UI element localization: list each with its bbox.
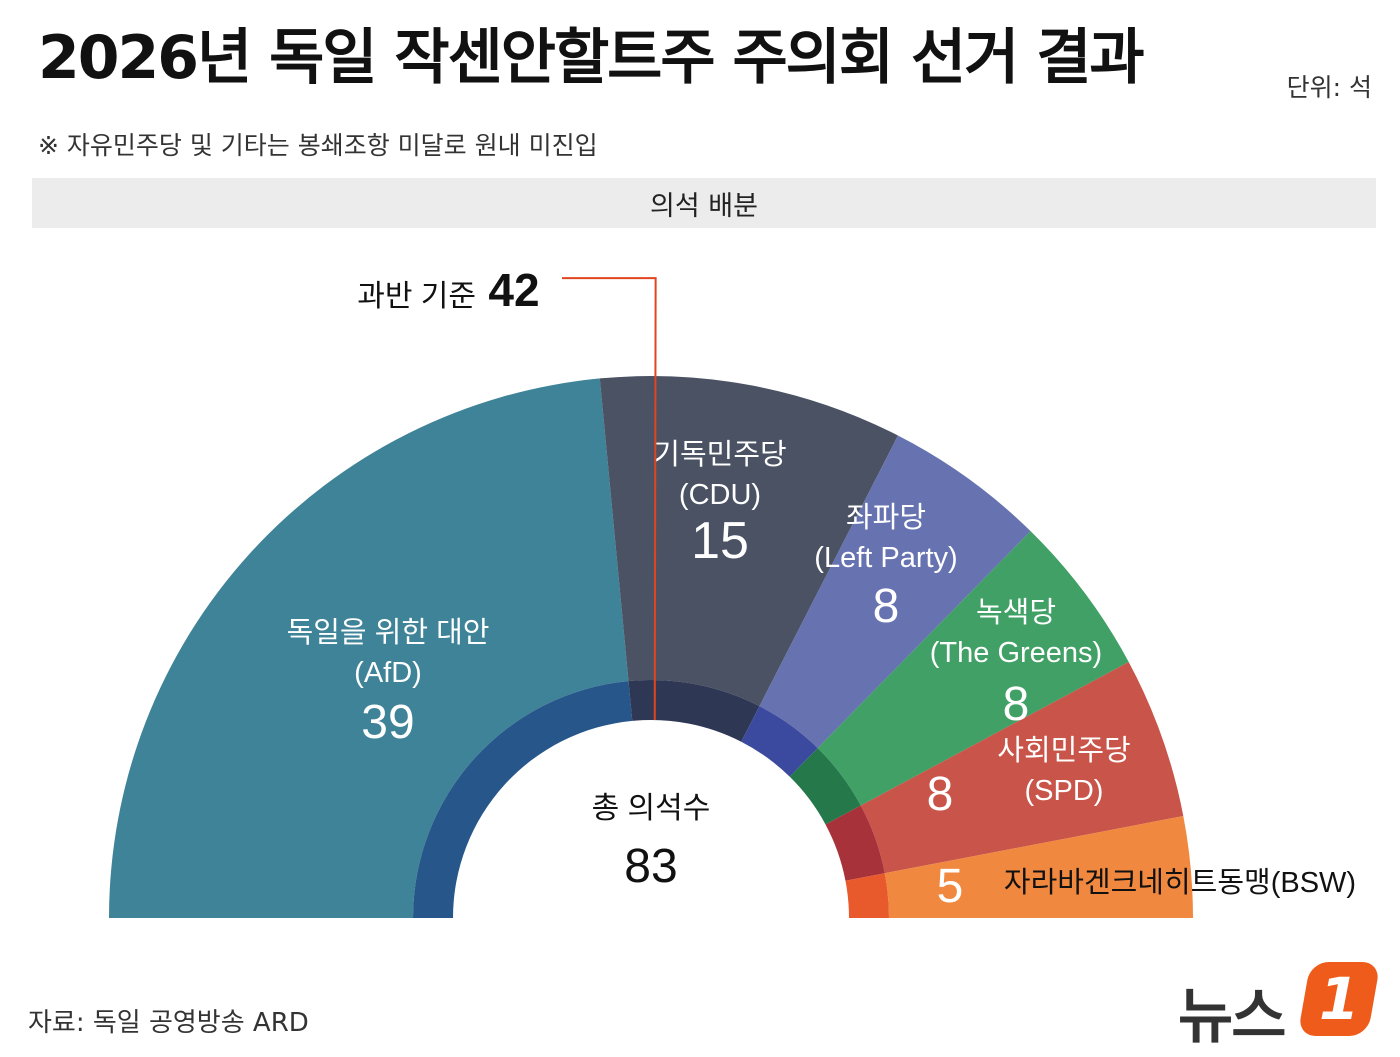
slice-name-sub-label: (Left Party) [814, 542, 957, 574]
majority-marker-line [562, 277, 657, 721]
slice-inner-ring [825, 805, 885, 881]
news1-logo: 뉴스 1 [1178, 958, 1388, 1052]
slice-name-label: 좌파당 [846, 502, 926, 534]
slice-name-label: 사회민주당 [997, 734, 1130, 767]
slice-inner-ring [628, 680, 760, 742]
logo-badge-number: 1 [1318, 965, 1360, 1033]
slice-outer [109, 378, 629, 918]
slice-outer [860, 661, 1184, 874]
chart-section-title: 의석 배분 [650, 190, 758, 222]
slice-outer [817, 531, 1129, 806]
slice-inner-ring [845, 873, 889, 918]
chart-section-header: 의석 배분 [32, 178, 1376, 228]
logo-badge: 1 [1297, 962, 1381, 1036]
slice-outer [759, 435, 1031, 749]
slice-outer [599, 376, 898, 707]
slice-outer [884, 816, 1193, 918]
slice-value-label: 8 [1003, 678, 1030, 731]
slice-inner-ring [741, 706, 818, 777]
slice-value-label: 5 [937, 860, 964, 913]
slice-name-label: 녹색당 [976, 597, 1056, 629]
slice-value-label: 8 [873, 580, 900, 633]
unit-label: 단위: 석 [1286, 73, 1372, 102]
slice-inner-ring [413, 681, 633, 918]
logo-text: 뉴스 [1178, 982, 1286, 1052]
total-seats-value: 83 [624, 840, 677, 893]
slice-name-label: 기독민주당 [653, 438, 786, 471]
slice-value-label: 39 [361, 696, 414, 749]
slice-name-sub-label: (The Greens) [930, 637, 1102, 669]
footnote: ※ 자유민주당 및 기타는 봉쇄조항 미달로 원내 미진입 [38, 131, 598, 160]
slice-name-sub-label: (AfD) [354, 657, 422, 689]
majority-value: 42 [488, 264, 539, 316]
slice-name-sub-label: (CDU) [679, 479, 761, 511]
total-seats-label: 총 의석수 [592, 792, 711, 825]
slice-name-sub-label: (SPD) [1025, 775, 1104, 807]
source-note: 자료: 독일 공영방송 ARD [28, 1008, 309, 1038]
page-title: 2026년 독일 작센안할트주 주의회 선거 결과 [38, 23, 1145, 93]
slice-name-label: 자라바겐크네히트동맹(BSW) [1004, 866, 1356, 899]
majority-label: 과반 기준 [357, 280, 476, 313]
slice-name-label: 독일을 위한 대안 [287, 616, 490, 649]
slice-value-label: 8 [927, 768, 954, 821]
slice-inner-ring [789, 748, 861, 825]
slice-value-label: 15 [691, 512, 749, 570]
